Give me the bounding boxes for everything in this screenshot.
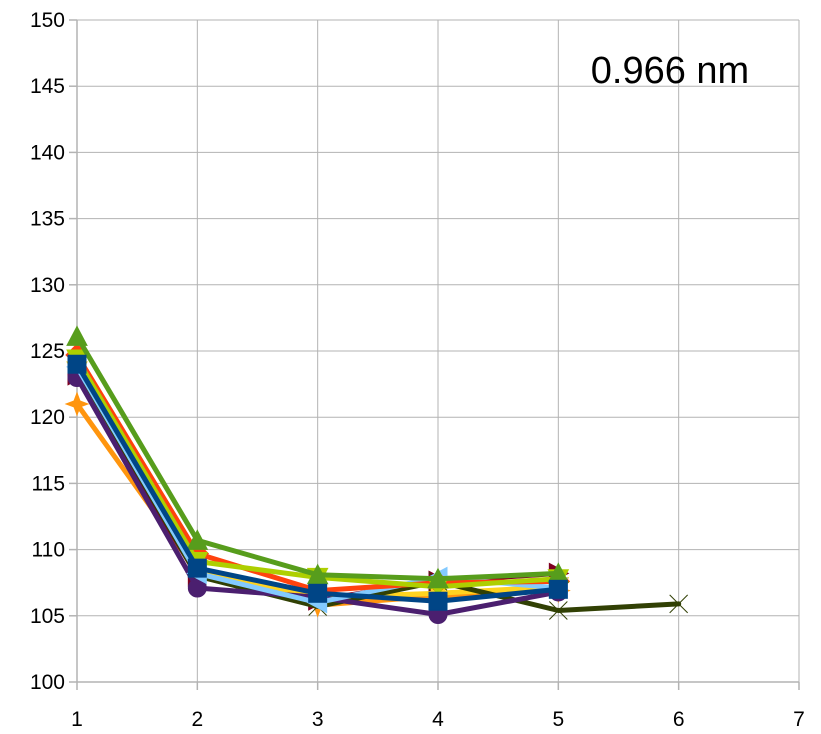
series-9 — [66, 325, 570, 589]
x-tick-label: 6 — [673, 708, 685, 731]
y-tick-label: 105 — [30, 605, 65, 628]
data-point — [428, 591, 448, 611]
y-tick-labels: 100 105 110 115 120 125 130 135 140 145 150 — [30, 9, 65, 694]
data-point — [669, 594, 689, 614]
data-point — [64, 391, 90, 417]
data-point — [427, 567, 449, 589]
x-tick-label: 3 — [312, 708, 324, 731]
data-point — [548, 601, 568, 620]
y-tick-label: 100 — [30, 671, 65, 694]
x-tick-label: 7 — [793, 708, 805, 731]
data-point — [67, 354, 87, 374]
x-tick-label: 4 — [432, 708, 444, 731]
y-tick-label: 150 — [30, 9, 65, 32]
data-point — [306, 563, 329, 585]
data-point — [187, 558, 207, 578]
data-point — [548, 579, 568, 599]
series-10 — [67, 354, 568, 611]
y-tick-label: 130 — [30, 274, 65, 297]
y-tick-label: 120 — [30, 406, 65, 429]
x-tick-label: 2 — [191, 708, 203, 731]
x-tick-labels: 1 2 3 4 5 6 7 — [71, 708, 805, 731]
y-tick-label: 140 — [30, 141, 65, 164]
data-point — [66, 325, 88, 346]
data-point — [308, 583, 328, 603]
y-tick-label: 115 — [32, 472, 65, 495]
y-tick-label: 110 — [32, 539, 65, 562]
x-tick-label: 5 — [552, 708, 564, 731]
chart-annotation: 0.966 nm — [591, 50, 749, 92]
x-tick-label: 1 — [71, 708, 83, 731]
data-point — [186, 529, 209, 550]
y-tick-label: 135 — [30, 208, 65, 231]
y-tick-label: 125 — [30, 340, 65, 363]
series-group — [64, 325, 689, 624]
y-tick-label: 145 — [30, 75, 65, 98]
